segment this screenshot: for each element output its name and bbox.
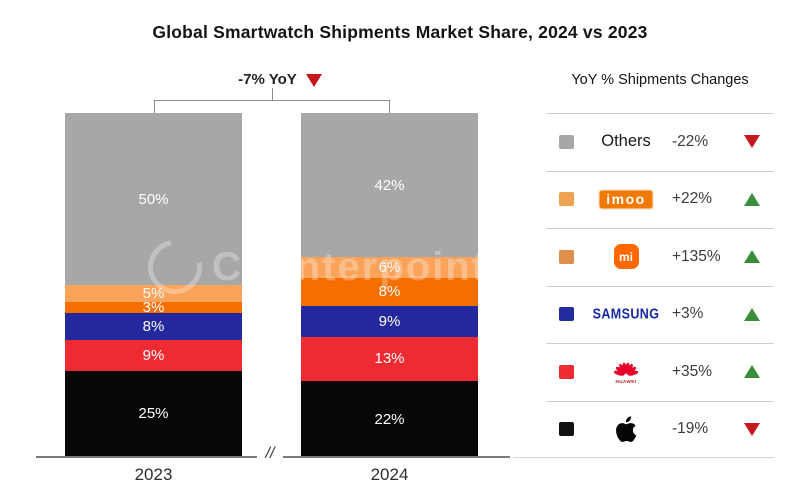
total-yoy-annotation: -7% YoY	[180, 69, 380, 89]
bar-segment-others-2023: 50%	[65, 113, 242, 285]
up-triangle-icon	[744, 192, 760, 206]
legend-brand-box	[580, 415, 672, 443]
down-triangle-icon	[305, 73, 322, 87]
legend-divider	[546, 285, 774, 287]
bar-segment-others-2024: 42%	[301, 113, 478, 258]
huawei-logo: HUAWEI	[609, 359, 643, 385]
legend-row-others: Others -22%	[546, 113, 774, 170]
segment-value-label: 13%	[374, 350, 405, 368]
bracket-horizontal	[154, 100, 390, 101]
down-triangle-icon	[744, 135, 760, 148]
legend-change-value: +35%	[672, 362, 713, 380]
imoo-logo: imoo	[598, 188, 654, 210]
up-triangle-icon	[744, 307, 760, 321]
bar-segment-xiaomi-2024: 8%	[301, 278, 478, 306]
legend-change-value: +22%	[672, 190, 713, 207]
xiaomi-mi-logo: mi	[613, 244, 639, 269]
legend-brand-box: Others	[580, 132, 672, 151]
x-tick-2024: 2024	[370, 465, 409, 484]
legend-swatch-imoo	[559, 192, 574, 206]
segment-value-label: 3%	[142, 298, 165, 316]
legend-swatch-samsung	[559, 307, 574, 321]
legend-divider	[546, 400, 774, 402]
segment-value-label: 5%	[142, 285, 165, 303]
legend-divider	[546, 343, 774, 344]
segment-value-label: 9%	[378, 312, 401, 330]
legend-swatch-others	[559, 134, 574, 149]
bracket-right-tick	[389, 100, 390, 113]
legend-row-samsung: SAMSUNG +3%	[546, 286, 774, 343]
legend-row-huawei: HUAWEI +35%	[546, 343, 774, 400]
axis-break-mark: //	[257, 445, 283, 463]
segment-value-label: 42%	[374, 176, 405, 194]
legend-swatch-huawei	[559, 364, 574, 379]
stacked-bar-2023: 50% 5% 3% 8% 9% 25%	[65, 113, 242, 457]
segment-value-label: 50%	[138, 190, 169, 208]
legend-brand-box: HUAWEI	[580, 359, 672, 385]
segment-value-label: 8%	[142, 317, 165, 335]
legend-change-value: -19%	[672, 420, 709, 437]
bar-segment-huawei-2024: 13%	[301, 336, 478, 382]
legend-divider	[546, 113, 774, 114]
legend-change-value: +3%	[672, 305, 704, 322]
legend-brand-box: SAMSUNG	[580, 305, 672, 323]
bar-segment-imoo-2024: 6%	[301, 257, 478, 279]
up-triangle-icon	[744, 365, 760, 378]
segment-value-label: 9%	[142, 346, 165, 364]
bar-segment-samsung-2023: 8%	[65, 312, 242, 341]
legend-change-value: -22%	[672, 132, 709, 150]
legend-swatch-xiaomi	[559, 249, 574, 264]
segment-value-label: 22%	[374, 410, 405, 428]
legend-divider	[546, 170, 774, 172]
up-triangle-icon	[744, 250, 760, 263]
legend-change-value: +135%	[672, 247, 721, 265]
segment-value-label: 25%	[138, 405, 169, 423]
down-triangle-icon	[744, 422, 760, 436]
apple-logo	[616, 415, 637, 442]
bracket-stem	[272, 88, 273, 101]
legend-brand-box: mi	[580, 244, 672, 269]
samsung-logo: SAMSUNG	[592, 305, 660, 323]
x-axis-extension	[513, 457, 774, 458]
legend-swatch-apple	[559, 422, 574, 436]
chart-title: Global Smartwatch Shipments Market Share…	[152, 22, 648, 42]
legend-row-xiaomi: mi +135%	[546, 228, 774, 285]
x-tick-2023: 2023	[134, 465, 173, 484]
legend-brand-box: imoo	[580, 188, 672, 210]
bar-segment-apple-2024: 22%	[301, 381, 478, 457]
bar-segment-apple-2023: 25%	[65, 370, 242, 457]
total-yoy-label: -7% YoY	[238, 70, 297, 88]
stacked-bar-2024: 42% 6% 8% 9% 13% 22%	[301, 113, 478, 457]
bar-segment-huawei-2023: 9%	[65, 340, 242, 371]
x-axis-left	[36, 456, 257, 458]
legend-header: YoY % Shipments Changes	[571, 72, 749, 88]
legend-divider	[546, 228, 774, 229]
segment-value-label: 8%	[378, 283, 401, 301]
others-label: Others	[601, 132, 651, 150]
legend-row-apple: -19%	[546, 401, 774, 458]
x-axis-right	[281, 456, 510, 458]
bar-segment-xiaomi-2023: 3%	[65, 298, 242, 316]
bracket-left-tick	[154, 100, 155, 113]
bar-segment-samsung-2024: 9%	[301, 305, 478, 337]
segment-value-label: 6%	[378, 259, 401, 277]
bar-segment-imoo-2023: 5%	[65, 285, 242, 303]
legend-row-imoo: imoo +22%	[546, 171, 774, 228]
